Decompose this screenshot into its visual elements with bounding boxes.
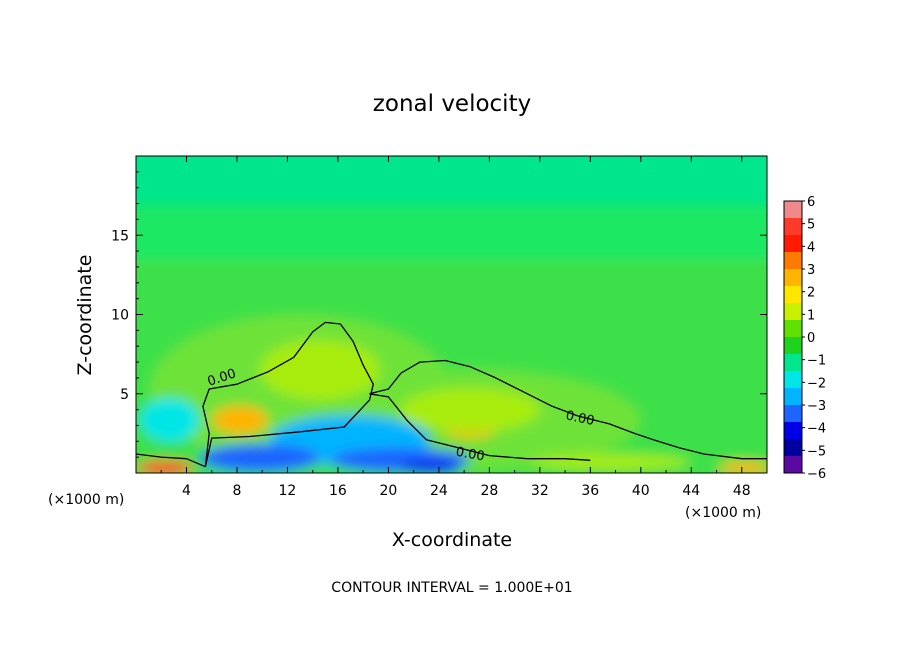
colorbar-tick-label: 4 [807,240,815,255]
x-tick-label: 48 [733,483,751,499]
y-axis-label: Z-coordinate [74,255,96,376]
x-tick-label: 12 [279,483,297,499]
contour-lines [136,321,767,468]
x-unit-right: (×1000 m) [685,505,761,521]
colorbar-tick-label: 2 [807,286,815,301]
colorbar-swatch [784,235,802,253]
colorbar-tick-label: −3 [807,399,826,414]
colorbar-swatch [784,439,802,457]
colorbar-swatch [784,371,802,389]
x-tick-label: 20 [379,483,397,499]
colorbar: 6 5 4 3 2 1 0 −1 −2 −3 −4 −5 −6 [783,195,826,482]
colorbar-swatch [784,456,802,474]
x-tick-label: 16 [329,483,347,499]
colorbar-swatch [784,422,802,440]
colorbar-swatch [784,286,802,304]
colorbar-swatch [784,337,802,355]
colorbar-swatch [784,405,802,423]
x-tick-label: 28 [480,483,498,499]
contour-label: 0.00 [564,408,595,429]
x-tick-label: 40 [632,483,650,499]
contour-zero-left [202,321,374,467]
heatmap-field [136,156,767,473]
x-axis-ticks: 4 8 12 16 20 24 28 32 36 40 44 48 [160,156,751,499]
colorbar-tick-label: 5 [807,218,815,233]
colorbar-tick-label: −6 [807,467,826,482]
colorbar-tick-label: −2 [807,376,826,391]
x-unit-left: (×1000 m) [48,492,124,508]
contour-interval-note: CONTOUR INTERVAL = 1.000E+01 [331,580,572,596]
colorbar-tick-label: 0 [807,331,815,346]
colorbar-swatch [784,269,802,287]
x-tick-label: 24 [430,483,448,499]
y-tick-label: 10 [111,308,129,324]
colorbar-tick-label: −5 [807,444,826,459]
contour-zero-lower [369,393,591,461]
y-tick-label: 5 [120,387,129,403]
contour-zero-surface [136,453,206,468]
colorbar-swatch [784,252,802,270]
chart-title: zonal velocity [373,91,531,117]
colorbar-tick-label: 1 [807,308,815,323]
x-tick-label: 4 [182,483,191,499]
colorbar-tick-label: −1 [807,354,826,369]
colorbar-swatch [784,354,802,372]
contour-label: 0.00 [455,445,486,465]
x-tick-label: 36 [581,483,599,499]
x-tick-label: 32 [531,483,549,499]
colorbar-tick-label: −4 [807,422,826,437]
colorbar-tick-label: 3 [807,263,815,278]
colorbar-swatch [784,388,802,406]
y-tick-label: 15 [111,228,129,244]
field-shading [136,205,767,473]
x-axis-label: X-coordinate [392,529,512,551]
x-tick-label: 44 [682,483,700,499]
colorbar-swatch [784,320,802,338]
colorbar-tick-label: 6 [807,195,815,210]
colorbar-swatch [784,303,802,321]
y-axis-ticks: 5 10 15 [111,171,767,458]
x-tick-label: 8 [232,483,241,499]
contour-zero-right [369,359,767,460]
colorbar-swatch [784,218,802,236]
colorbar-swatch [784,201,802,219]
